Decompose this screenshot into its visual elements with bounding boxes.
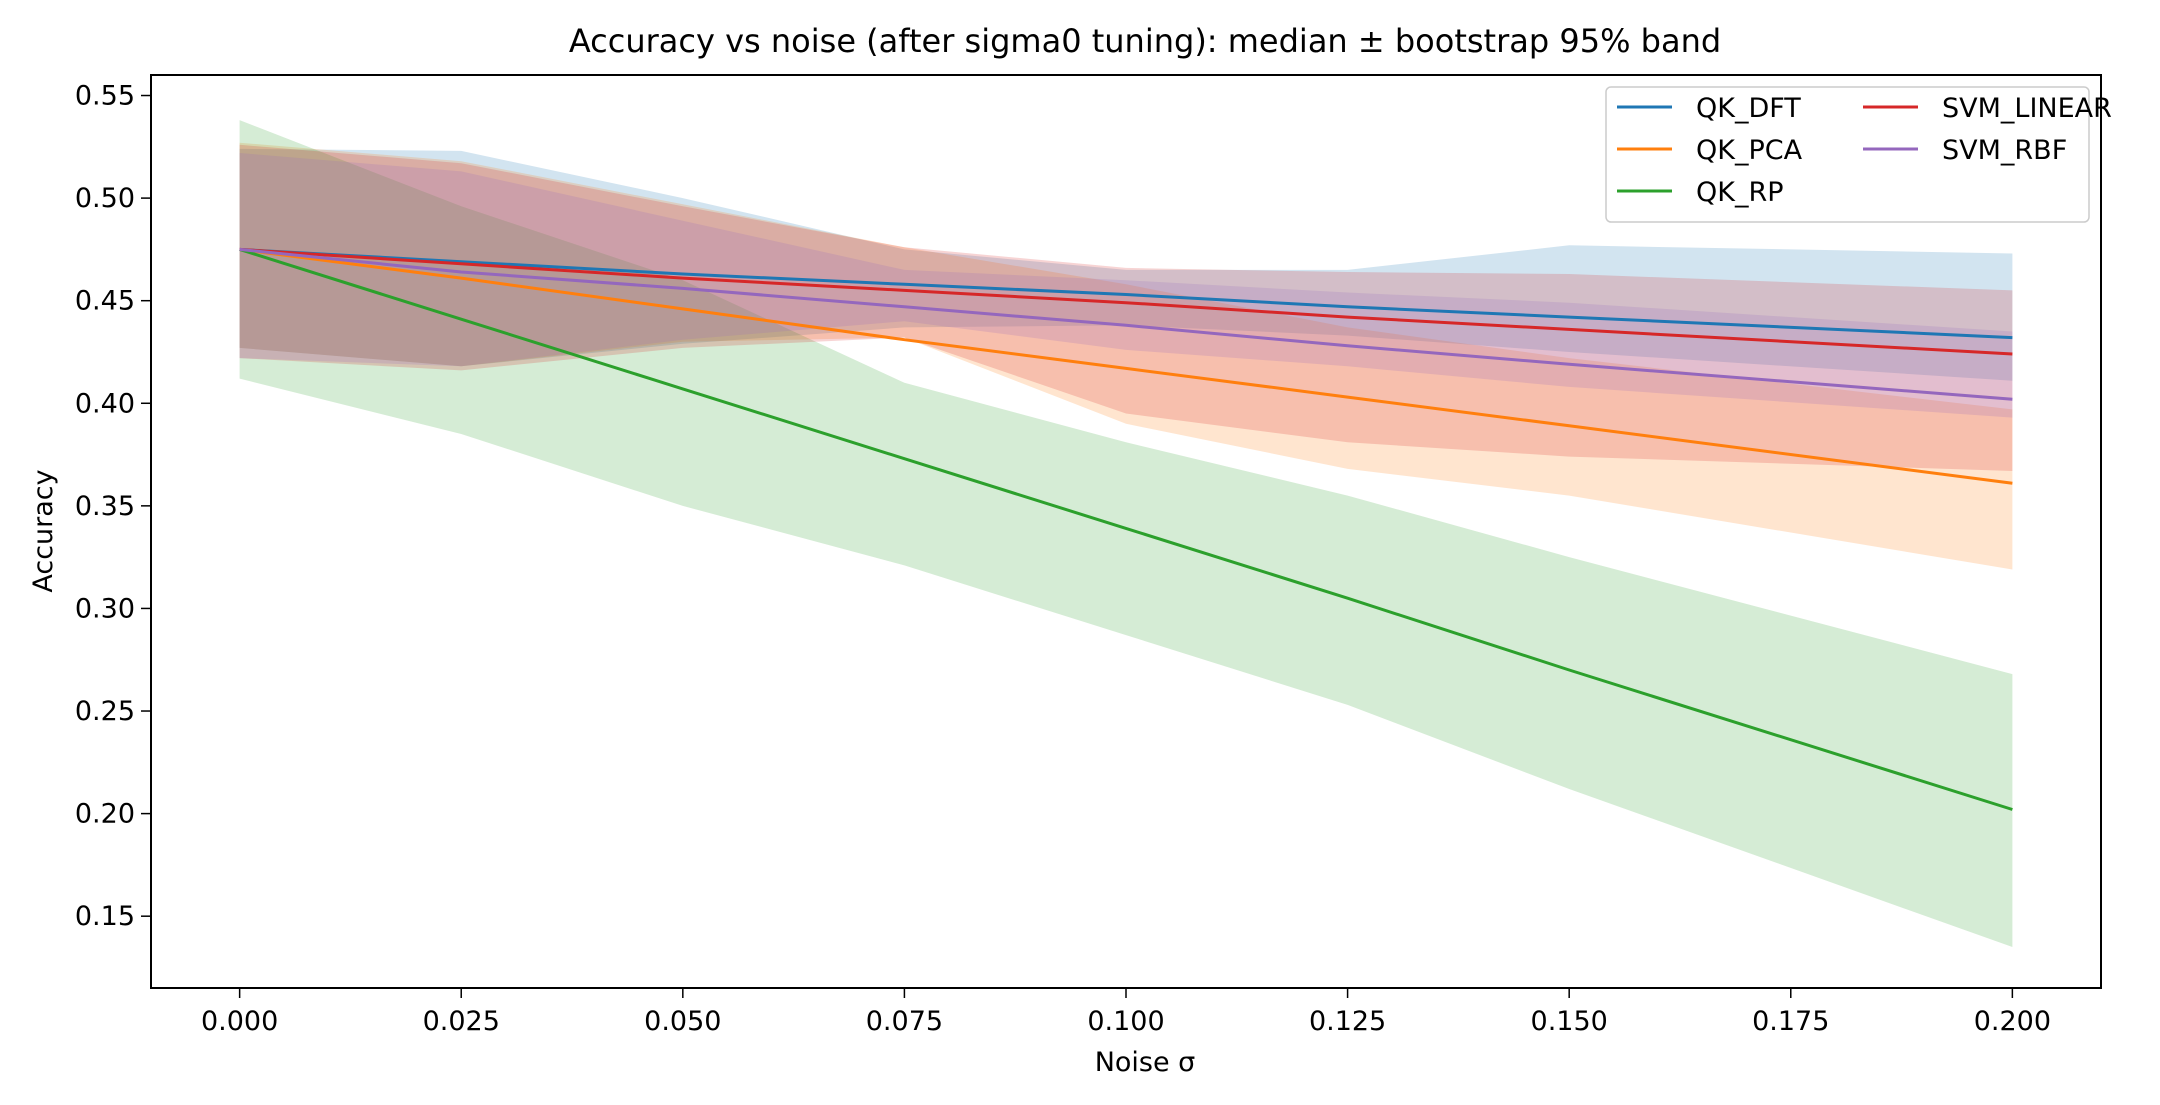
x-tick-label: 0.000 — [201, 1006, 278, 1037]
x-tick-label: 0.200 — [1974, 1006, 2051, 1037]
band-qk-rp — [239, 120, 2013, 948]
line-svm-rbf — [239, 247, 2013, 401]
series-lines — [239, 247, 2013, 811]
x-tick-label: 0.050 — [644, 1006, 721, 1037]
legend: QK_DFT QK_PCA QK_RP SVM_LINEAR SVM_RBF — [1605, 86, 2112, 223]
line-svm-linear — [239, 247, 2013, 356]
x-tick-label: 0.025 — [423, 1006, 500, 1037]
confidence-bands — [239, 120, 2013, 948]
band-svm-rbf — [239, 153, 2013, 418]
band-qk-pca — [239, 142, 2013, 570]
chart-title: Accuracy vs noise (after sigma0 tuning):… — [569, 22, 1721, 60]
x-tick-label: 0.125 — [1309, 1006, 1386, 1037]
line-qk-rp — [239, 247, 2013, 811]
y-tick-label: 0.40 — [75, 388, 135, 419]
y-tick-label: 0.15 — [75, 901, 135, 932]
y-tick-label: 0.55 — [75, 81, 135, 112]
line-qk-dft — [239, 247, 2013, 340]
x-axis-label: Noise σ — [1095, 1047, 1196, 1078]
line-qk-pca — [239, 247, 2013, 485]
band-svm-linear — [239, 144, 2013, 472]
legend-label-qk-pca: QK_PCA — [1696, 135, 1803, 166]
legend-label-qk-rp: QK_RP — [1696, 177, 1784, 208]
band-qk-dft — [239, 148, 2013, 381]
y-axis: 0.15 0.20 0.25 0.30 0.35 0.40 0.45 0.50 0.55 — [75, 81, 151, 932]
legend-label-svm-linear: SVM_LINEAR — [1942, 93, 2112, 124]
legend-box — [1605, 86, 2090, 223]
legend-label-svm-rbf: SVM_RBF — [1942, 135, 2067, 166]
y-tick-label: 0.45 — [75, 286, 135, 317]
y-tick-label: 0.50 — [75, 183, 135, 214]
y-axis-label: Accuracy — [28, 469, 59, 592]
y-tick-label: 0.35 — [75, 491, 135, 522]
x-tick-label: 0.100 — [1087, 1006, 1164, 1037]
legend-label-qk-dft: QK_DFT — [1696, 93, 1801, 124]
x-tick-label: 0.075 — [866, 1006, 943, 1037]
y-tick-label: 0.25 — [75, 696, 135, 727]
x-tick-label: 0.175 — [1752, 1006, 1829, 1037]
y-tick-label: 0.20 — [75, 799, 135, 830]
y-tick-label: 0.30 — [75, 593, 135, 624]
x-axis: 0.000 0.025 0.050 0.075 0.100 0.125 0.150 0.175… — [201, 988, 2051, 1037]
x-tick-label: 0.150 — [1531, 1006, 1608, 1037]
